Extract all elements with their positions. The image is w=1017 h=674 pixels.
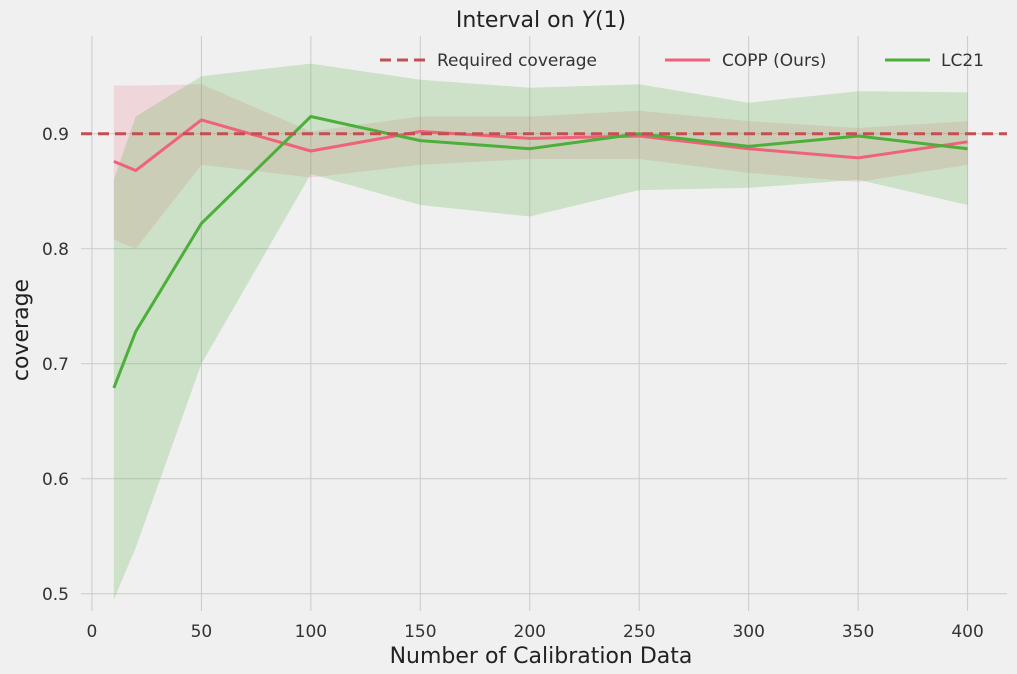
x-tick-label: 400 [951,622,983,642]
y-tick-label: 0.9 [42,125,69,145]
y-tick-label: 0.8 [42,240,69,260]
y-ticks: 0.5 0.6 0.7 0.8 0.9 [42,125,69,605]
legend-label-required-coverage: Required coverage [437,51,597,71]
confidence-bands [113,63,968,600]
y-tick-label: 0.5 [42,585,69,605]
x-ticks: 0 50 100 150 200 250 300 350 400 [87,622,984,642]
x-tick-label: 150 [404,622,436,642]
x-axis-label: Number of Calibration Data [390,644,693,669]
x-tick-label: 200 [514,622,546,642]
x-tick-label: 100 [295,622,327,642]
x-tick-label: 350 [842,622,874,642]
x-tick-label: 0 [87,622,98,642]
series-line-lc21 [112,115,968,389]
y-tick-label: 0.6 [42,470,69,490]
x-tick-label: 250 [623,622,655,642]
x-tick-label: 300 [732,622,764,642]
legend-label-lc21: LC21 [941,51,984,71]
y-axis-label: coverage [9,279,34,381]
legend-label-copp: COPP (Ours) [722,51,826,71]
x-tick-label: 50 [191,622,213,642]
plot-area [81,36,1007,611]
legend: Required coverage COPP (Ours) LC21 [380,51,984,71]
band-copp-ours [113,84,968,249]
band-lc21 [113,63,968,600]
chart-title: Interval on Y(1) [456,8,626,33]
y-tick-label: 0.7 [42,355,69,375]
